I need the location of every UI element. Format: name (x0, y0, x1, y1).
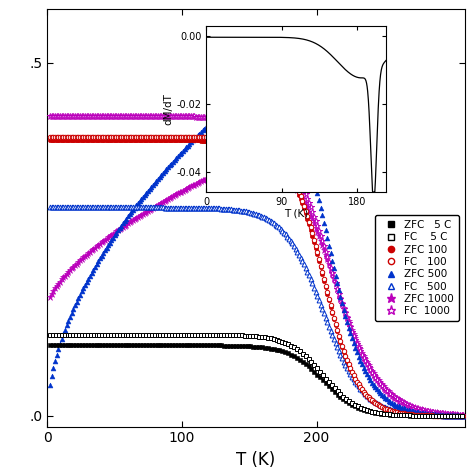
X-axis label: T (K): T (K) (284, 208, 309, 218)
X-axis label: T (K): T (K) (237, 451, 275, 469)
Legend: ZFC   5 C, FC    5 C, ZFC 100, FC   100, ZFC 500, FC   500, ZFC 1000, FC  1000: ZFC 5 C, FC 5 C, ZFC 100, FC 100, ZFC 50… (375, 215, 459, 321)
Y-axis label: dM/dT: dM/dT (164, 93, 173, 125)
